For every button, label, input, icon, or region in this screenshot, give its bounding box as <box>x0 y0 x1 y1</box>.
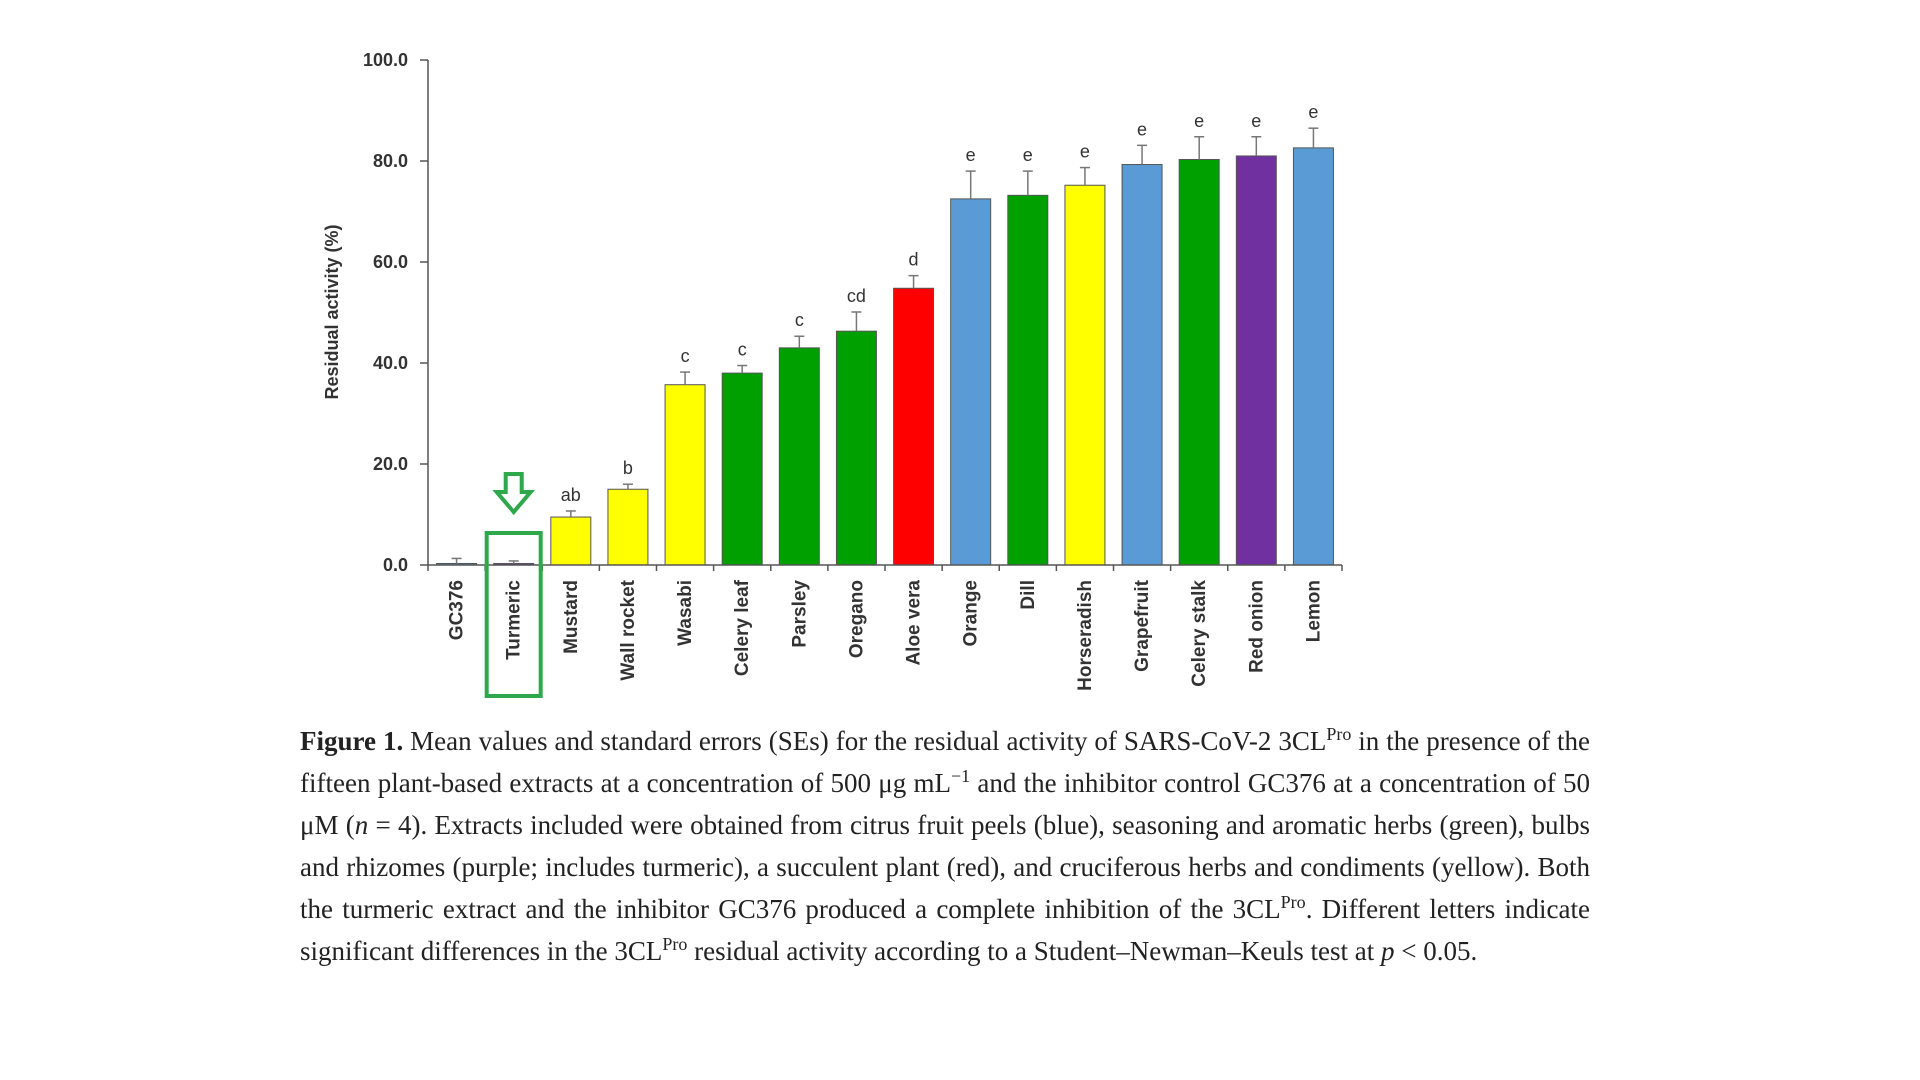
bar <box>607 488 649 566</box>
bar <box>1007 194 1049 566</box>
caption-text-2: in the presence of the fifteen plant-bas… <box>300 726 1590 798</box>
caption-text-4: = 4). Extracts included were obtained fr… <box>300 810 1591 924</box>
significance-letter: d <box>909 250 919 270</box>
significance-letter: e <box>966 145 976 165</box>
bar-chart: ab b c c c cd d e e e e e e e GC376 Turmeric Mustard Wal… <box>322 50 1343 698</box>
caption-text-7: < 0.05. <box>1394 936 1478 966</box>
y-tick-label: 60.0 <box>373 252 408 272</box>
significance-letter: c <box>795 310 804 330</box>
significance-letter: e <box>1308 102 1318 122</box>
bar <box>1235 155 1277 566</box>
caption-text-6: residual activity according to a Student… <box>687 936 1381 966</box>
x-tick-label: Lemon <box>1303 580 1324 642</box>
x-tick-label: Wall rocket <box>618 579 639 680</box>
y-axis-label: Residual activity (%) <box>322 224 342 399</box>
significance-letter: c <box>681 346 690 366</box>
bar <box>1178 158 1220 566</box>
x-tick-label: Wasabi <box>675 580 696 646</box>
bar <box>664 384 706 566</box>
bar <box>835 330 877 566</box>
significance-letter: ab <box>561 485 581 505</box>
significance-letter: e <box>1080 142 1090 162</box>
y-tick-label: 40.0 <box>373 353 408 373</box>
x-tick-label: Red onion <box>1246 580 1267 673</box>
caption-text-5: . Different letters indicate significant… <box>300 894 1590 966</box>
y-tick-label: 100.0 <box>363 50 408 70</box>
bar <box>1292 147 1334 566</box>
x-tick-label: Dill <box>1018 580 1039 610</box>
caption-n-var: n <box>354 810 369 840</box>
y-tick-label: 80.0 <box>373 151 408 171</box>
significance-letter: cd <box>847 286 866 306</box>
caption-sup-3: Pro <box>1280 892 1306 912</box>
x-tick-label: Grapefruit <box>1132 579 1153 672</box>
caption-label: Figure 1. <box>300 726 404 756</box>
bar <box>778 347 820 566</box>
caption-sup-2: −1 <box>950 766 971 786</box>
x-tick-label: Turmeric <box>504 580 525 660</box>
x-tick-label: Aloe vera <box>904 580 925 666</box>
bar <box>1121 164 1163 566</box>
bar <box>550 516 592 566</box>
bar <box>893 287 935 566</box>
caption-sup-4: Pro <box>662 934 688 954</box>
caption-sup-1: Pro <box>1326 724 1352 744</box>
x-tick-label: Parsley <box>789 580 810 648</box>
significance-letter: e <box>1137 119 1147 139</box>
x-tick-label: Celery leaf <box>732 579 753 676</box>
bar <box>950 198 992 566</box>
significance-letter: b <box>623 458 633 478</box>
significance-letter: e <box>1194 111 1204 131</box>
significance-letter: e <box>1251 111 1261 131</box>
figure-caption: Figure 1. Mean values and standard error… <box>300 720 1590 972</box>
caption-text-3: and the inhibitor control GC376 at a con… <box>300 768 1590 840</box>
y-tick-label: 0.0 <box>383 555 408 575</box>
x-tick-label: Mustard <box>561 580 582 654</box>
caption-text-1: Mean values and standard errors (SEs) fo… <box>403 726 1327 756</box>
bar <box>721 372 763 566</box>
significance-letter: c <box>738 340 747 360</box>
caption-p-var: p <box>1380 936 1395 966</box>
x-tick-label: Horseradish <box>1075 580 1096 691</box>
highlight-box <box>484 531 543 698</box>
arrow-down-icon <box>492 472 536 516</box>
x-tick-label: GC376 <box>447 580 468 640</box>
y-tick-label: 20.0 <box>373 454 408 474</box>
x-tick-label: Celery stalk <box>1189 580 1210 687</box>
bar <box>1064 184 1106 566</box>
x-tick-label: Orange <box>961 580 982 647</box>
significance-letter: e <box>1023 145 1033 165</box>
x-tick-label: Oregano <box>846 580 867 658</box>
